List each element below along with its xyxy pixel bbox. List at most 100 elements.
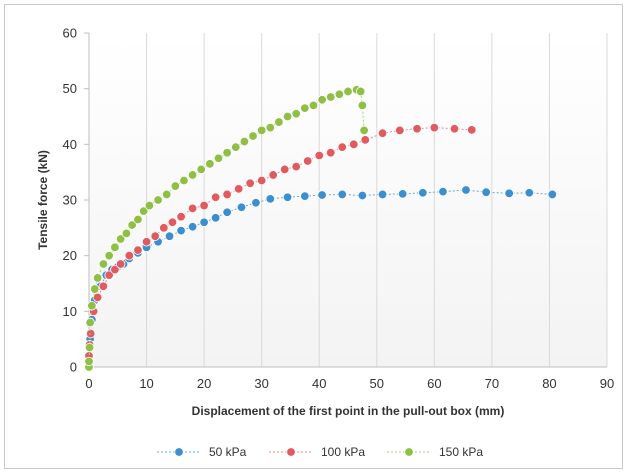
data-point	[377, 189, 388, 200]
data-point	[291, 109, 301, 119]
data-point	[92, 292, 103, 303]
legend-marker	[404, 447, 414, 457]
data-point	[90, 284, 100, 294]
data-point	[213, 153, 224, 163]
x-tick-label: 50	[370, 376, 384, 391]
x-tick-label: 10	[139, 376, 153, 391]
y-axis-title: Tensile force (kN)	[36, 150, 50, 250]
data-point	[127, 220, 137, 230]
data-point	[176, 211, 186, 222]
data-point	[110, 242, 120, 253]
data-point	[524, 188, 535, 198]
y-tick-label: 30	[63, 193, 77, 208]
data-point	[84, 342, 95, 353]
data-point	[438, 186, 448, 197]
data-point	[256, 175, 267, 186]
data-point	[199, 200, 209, 211]
legend-marker	[286, 447, 296, 457]
legend: 50 kPa 100 kPa 150 kPa	[157, 445, 483, 459]
legend-label: 100 kPa	[321, 445, 365, 459]
data-point	[256, 125, 267, 136]
grid	[146, 33, 608, 367]
data-point	[85, 317, 95, 328]
legend-label: 50 kPa	[209, 445, 247, 459]
data-point	[279, 164, 290, 175]
data-point	[196, 164, 206, 175]
data-point	[300, 191, 310, 201]
data-point	[251, 198, 261, 208]
data-point	[248, 131, 258, 141]
data-point	[161, 189, 172, 200]
data-point	[481, 187, 491, 197]
data-point	[547, 189, 558, 200]
data-point	[164, 231, 175, 241]
data-point	[357, 100, 368, 111]
data-point	[377, 128, 388, 138]
data-point	[231, 142, 241, 152]
data-point	[222, 147, 232, 158]
y-tick-label: 40	[63, 137, 77, 152]
data-point	[326, 92, 336, 102]
data-point	[144, 200, 155, 211]
data-point	[133, 245, 143, 255]
data-point	[504, 188, 514, 199]
y-tick-label: 10	[63, 304, 77, 319]
legend-marker	[174, 447, 184, 457]
data-point	[349, 139, 359, 150]
data-point	[395, 125, 405, 136]
data-point	[449, 124, 460, 134]
data-point	[236, 202, 247, 212]
data-point	[210, 213, 221, 223]
legend-label: 150 kPa	[439, 445, 483, 459]
data-point	[104, 250, 114, 261]
data-point	[334, 89, 345, 99]
data-point	[187, 222, 198, 232]
data-point	[418, 188, 428, 198]
data-point	[314, 150, 324, 161]
data-point	[317, 95, 327, 105]
data-point	[412, 124, 422, 134]
data-point	[282, 192, 293, 202]
data-point	[98, 259, 109, 269]
data-point	[141, 237, 152, 247]
plot-area	[89, 33, 607, 367]
data-point	[355, 86, 366, 97]
data-point	[170, 181, 181, 191]
data-point	[291, 161, 301, 172]
data-point	[187, 170, 198, 180]
data-point	[360, 135, 370, 145]
data-point	[115, 259, 126, 269]
data-point	[92, 273, 103, 283]
data-point	[98, 281, 109, 291]
series-layer	[84, 85, 558, 372]
data-point	[282, 111, 293, 122]
data-point	[187, 203, 198, 214]
x-tick-label: 90	[600, 376, 614, 391]
data-point	[176, 225, 186, 236]
y-tick-label: 50	[63, 81, 77, 96]
data-point	[104, 270, 114, 280]
data-point	[179, 175, 189, 186]
data-point	[357, 190, 368, 201]
data-point	[337, 189, 347, 200]
data-point	[239, 136, 250, 147]
x-tick-label: 30	[254, 376, 268, 391]
y-tick-label: 60	[63, 26, 77, 41]
data-point	[210, 192, 221, 202]
data-point	[265, 194, 276, 204]
x-tick-label: 70	[485, 376, 499, 391]
data-point	[115, 234, 126, 244]
data-point	[317, 190, 327, 200]
series-2	[84, 122, 477, 372]
data-point	[86, 328, 96, 339]
data-point	[159, 223, 169, 233]
data-point	[461, 185, 471, 195]
x-tick-label: 60	[427, 376, 441, 391]
data-point	[222, 207, 232, 217]
data-point	[268, 170, 278, 180]
data-point	[265, 122, 276, 133]
x-tick-label: 20	[197, 376, 211, 391]
x-tick-label: 0	[85, 376, 92, 391]
x-tick-label: 80	[542, 376, 556, 391]
